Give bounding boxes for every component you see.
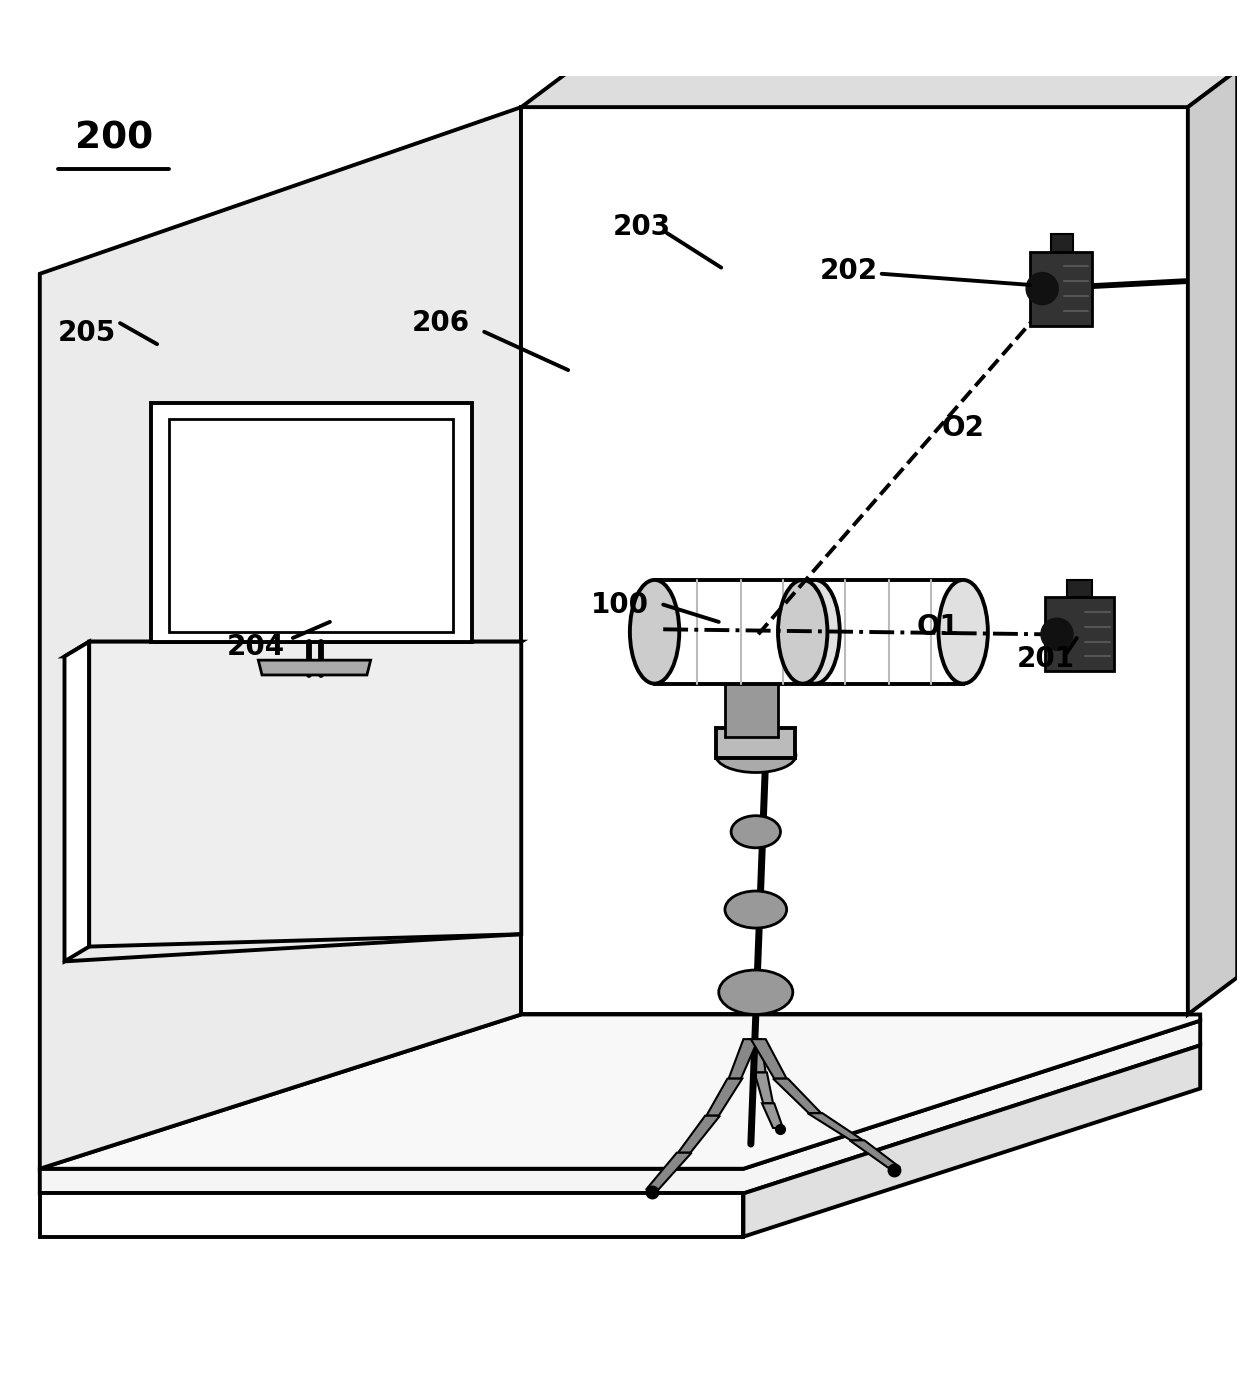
Polygon shape — [40, 107, 521, 1169]
Polygon shape — [717, 728, 795, 757]
Polygon shape — [802, 580, 963, 684]
Polygon shape — [707, 1079, 743, 1115]
Text: 205: 205 — [57, 319, 115, 347]
Polygon shape — [1066, 580, 1091, 598]
Polygon shape — [1044, 598, 1114, 671]
Polygon shape — [40, 1021, 1200, 1193]
Polygon shape — [151, 404, 472, 642]
Circle shape — [1027, 273, 1058, 305]
Polygon shape — [64, 642, 521, 656]
Polygon shape — [751, 1039, 786, 1079]
Text: O2: O2 — [941, 415, 985, 442]
Ellipse shape — [719, 970, 792, 1014]
Polygon shape — [64, 642, 89, 961]
Polygon shape — [744, 1046, 1200, 1237]
Text: 204: 204 — [227, 632, 285, 660]
Polygon shape — [40, 1014, 1200, 1169]
Polygon shape — [258, 660, 371, 675]
Ellipse shape — [630, 580, 680, 684]
Circle shape — [1040, 619, 1073, 651]
Polygon shape — [678, 1115, 720, 1153]
Polygon shape — [40, 1193, 744, 1237]
Polygon shape — [170, 419, 454, 631]
Polygon shape — [725, 638, 777, 736]
Polygon shape — [773, 1079, 821, 1114]
Polygon shape — [761, 1103, 782, 1128]
Polygon shape — [729, 1039, 758, 1079]
Polygon shape — [89, 642, 521, 946]
Ellipse shape — [939, 580, 988, 684]
Polygon shape — [655, 580, 815, 684]
Polygon shape — [889, 626, 908, 681]
Polygon shape — [849, 1140, 900, 1168]
Ellipse shape — [777, 580, 827, 684]
Polygon shape — [646, 1153, 692, 1190]
Text: 201: 201 — [1017, 645, 1075, 673]
Polygon shape — [807, 1114, 863, 1140]
Ellipse shape — [715, 738, 796, 773]
Text: 202: 202 — [820, 258, 878, 286]
Polygon shape — [719, 626, 738, 681]
Polygon shape — [755, 1072, 773, 1103]
Polygon shape — [749, 1039, 765, 1072]
Text: 100: 100 — [591, 591, 649, 619]
Polygon shape — [1030, 251, 1091, 326]
Ellipse shape — [790, 580, 839, 684]
Polygon shape — [1188, 71, 1238, 1014]
Ellipse shape — [732, 816, 780, 847]
Text: 203: 203 — [613, 212, 671, 241]
Polygon shape — [521, 71, 1238, 107]
Text: O1: O1 — [918, 613, 960, 641]
Text: 200: 200 — [74, 121, 153, 157]
Polygon shape — [521, 107, 1188, 1014]
Ellipse shape — [725, 890, 786, 928]
Text: 206: 206 — [412, 309, 470, 337]
Polygon shape — [1050, 234, 1073, 251]
